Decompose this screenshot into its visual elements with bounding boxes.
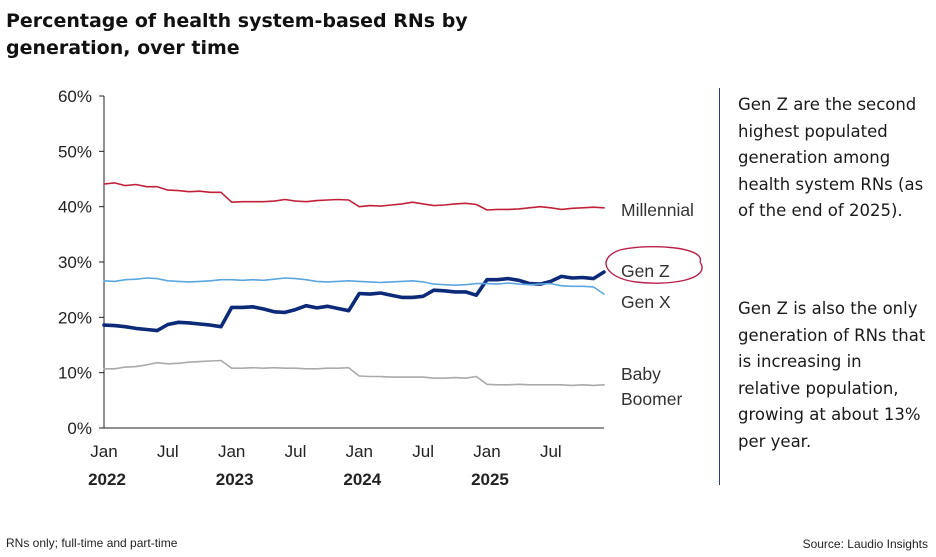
x-tick-label: Jan xyxy=(473,442,500,461)
series-line-baby-boomer xyxy=(103,359,605,387)
x-tick-label: Jul xyxy=(412,442,434,461)
x-tick-label: Jul xyxy=(540,442,562,461)
highlight-circle-gen-z xyxy=(605,246,703,284)
x-tick-year-label: 2023 xyxy=(216,470,254,489)
series-label: Baby xyxy=(621,364,661,384)
x-tick-label: Jan xyxy=(346,442,373,461)
x-tick-year-label: 2025 xyxy=(471,470,509,489)
commentary-paragraph-2: Gen Z is also the only generation of RNs… xyxy=(738,299,926,451)
y-tick-label: 10% xyxy=(58,364,92,383)
footnote: RNs only; full-time and part-time xyxy=(6,536,178,550)
x-tick-label: Jul xyxy=(157,442,179,461)
x-tick-year-label: 2024 xyxy=(343,470,381,489)
x-tick-label: Jan xyxy=(218,442,245,461)
y-tick-label: 20% xyxy=(58,308,92,327)
x-tick-label: Jul xyxy=(285,442,307,461)
y-tick-label: 50% xyxy=(58,142,92,161)
chart-title: Percentage of health system-based RNs by… xyxy=(6,10,468,59)
y-tick-label: 30% xyxy=(58,253,92,272)
divider-line xyxy=(719,88,720,485)
x-tick-year-label: 2022 xyxy=(88,470,126,489)
y-tick-label: 60% xyxy=(58,87,92,106)
series-line-gen-z xyxy=(102,270,606,333)
source-note: Source: Laudio Insights xyxy=(802,537,928,551)
series-label: Millennial xyxy=(621,200,694,220)
series-line-gen-x xyxy=(103,277,605,295)
series-label: Gen Z xyxy=(621,261,670,281)
commentary-paragraph-1: Gen Z are the second highest populated g… xyxy=(738,95,924,220)
y-tick-label: 0% xyxy=(67,419,92,438)
series-label: Boomer xyxy=(621,389,682,409)
x-tick-label: Jan xyxy=(90,442,117,461)
y-tick-label: 40% xyxy=(58,198,92,217)
series-line-millennial xyxy=(103,182,605,211)
series-label: Gen X xyxy=(621,292,671,312)
